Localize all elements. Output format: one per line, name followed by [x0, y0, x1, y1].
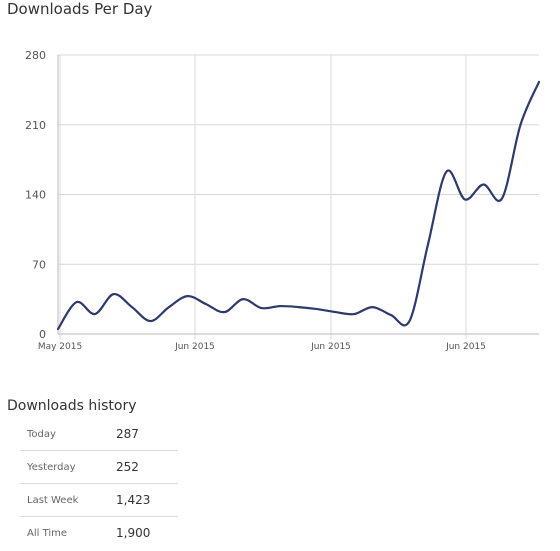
- chart-title: Downloads Per Day: [7, 0, 153, 18]
- y-tick-label: 280: [25, 49, 46, 62]
- history-label-last-week: Last Week: [20, 483, 116, 517]
- table-row: Today 287: [20, 418, 178, 451]
- x-tick-label: Jun 2015: [310, 342, 351, 352]
- history-label-yesterday: Yesterday: [20, 450, 116, 484]
- x-tick-label: Jun 2015: [445, 342, 486, 352]
- y-tick-label: 70: [32, 258, 46, 271]
- history-value-all-time: 1,900: [116, 526, 151, 540]
- table-row: All Time 1,900: [20, 517, 178, 550]
- history-label-today: Today: [20, 418, 116, 451]
- history-value-today: 287: [116, 418, 178, 451]
- x-tick-label: May 2015: [38, 342, 82, 352]
- y-tick-label: 140: [25, 189, 46, 202]
- y-tick-label: 210: [25, 119, 46, 132]
- series-line: [56, 80, 541, 331]
- history-title: Downloads history: [7, 398, 137, 414]
- history-value-yesterday: 252: [116, 450, 178, 484]
- table-row: Yesterday 252: [20, 450, 178, 484]
- table-row: Last Week 1,423: [20, 483, 178, 517]
- y-tick-label: 0: [39, 328, 46, 341]
- history-label-all-time: All Time: [27, 527, 68, 539]
- history-table: Today 287 Yesterday 252 Last Week 1,423 …: [20, 418, 178, 549]
- history-value-last-week: 1,423: [116, 483, 178, 517]
- x-tick-label: Jun 2015: [174, 342, 215, 352]
- downloads-line-chart: 0 70 140 210 280 May 2015 Jun 2015 Jun 2015 Jun …: [25, 49, 541, 352]
